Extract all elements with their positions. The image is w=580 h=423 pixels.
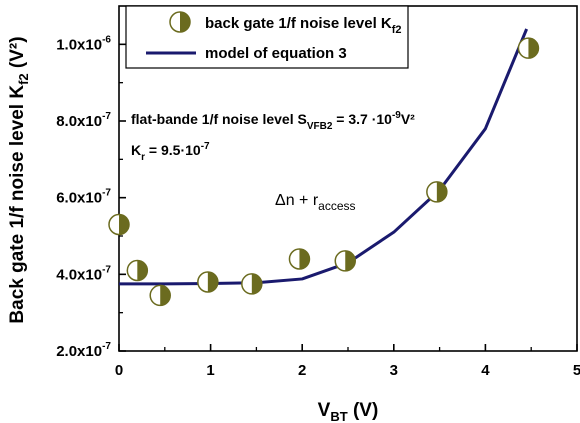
x-tick-label: 4 [481, 362, 490, 379]
legend: back gate 1/f noise level Kf2 model of eq… [125, 5, 409, 69]
y-tick-label: 1.0x10-6 [56, 34, 111, 53]
legend-label-points: back gate 1/f noise level Kf2 [205, 15, 402, 36]
data-point [149, 284, 171, 307]
data-point [334, 250, 357, 272]
y-tick-label: 4.0x10-7 [56, 264, 111, 283]
legend-marker-points [169, 11, 191, 33]
legend-label-model: model of equation 3 [205, 45, 347, 62]
y-tick-label: 8.0x10-7 [56, 111, 111, 130]
x-tick-label: 5 [573, 362, 580, 379]
annotation-flat-band: flat-bande 1/f noise level SVFB2 = 3.7 ·… [131, 110, 415, 132]
x-tick-label: 3 [390, 362, 398, 379]
y-axis-label: Back gate 1/f noise level Kf2 (V²) [7, 36, 31, 323]
data-point [126, 259, 149, 282]
x-axis-label: VBT (V) [318, 400, 379, 423]
data-point [197, 271, 219, 293]
model-line [119, 28, 529, 286]
data-point [241, 273, 263, 295]
model-line-layer [119, 28, 529, 286]
x-tick-label: 0 [115, 362, 123, 379]
data-point [517, 37, 540, 59]
annotation-delta-n: Δn + raccess [275, 192, 356, 213]
x-tick-label: 2 [298, 362, 306, 379]
data-point [426, 181, 448, 203]
x-tick-label: 1 [206, 362, 214, 379]
data-points-layer [108, 37, 540, 307]
annotation-kr: Kr = 9.5·10-7 [131, 141, 210, 163]
axis-labels: VBT (V) Back gate 1/f noise level Kf2 (V²… [7, 36, 378, 423]
y-tick-label: 2.0x10-7 [56, 341, 111, 360]
y-tick-label: 6.0x10-7 [56, 188, 111, 207]
data-point [108, 213, 130, 236]
data-point [288, 248, 311, 270]
annotations: flat-bande 1/f noise level SVFB2 = 3.7 ·… [131, 110, 415, 213]
